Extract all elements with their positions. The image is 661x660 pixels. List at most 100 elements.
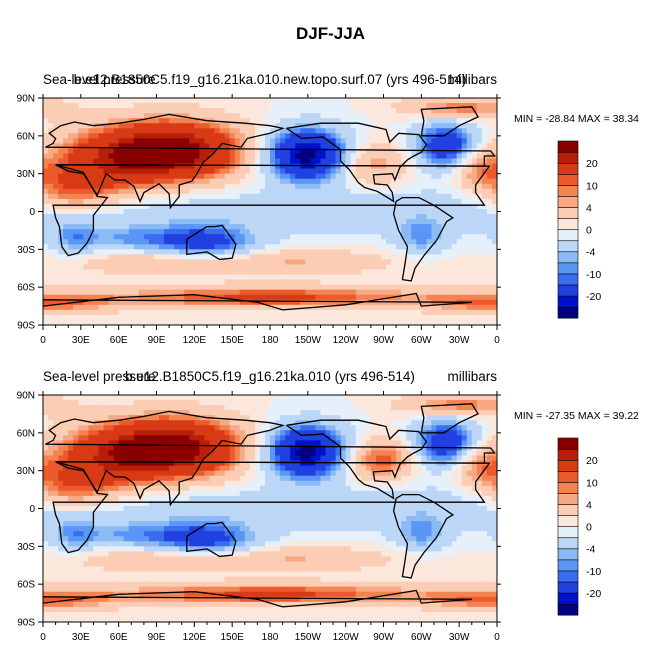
lon-tick-label: 60E <box>110 632 128 643</box>
colorbar-swatch <box>557 262 579 275</box>
lon-tick-label: 120W <box>333 632 360 643</box>
colorbar-swatch <box>557 481 579 494</box>
colorbar-swatch <box>557 162 579 175</box>
colorbar-swatch <box>557 570 579 583</box>
colorbar-swatch <box>557 207 579 219</box>
colorbar-swatch <box>557 251 579 264</box>
colorbar-label: 4 <box>586 202 592 214</box>
lat-tick-label: 0 <box>29 207 35 218</box>
colorbar-label: 4 <box>586 499 592 511</box>
lat-tick-label: 60S <box>17 580 35 591</box>
lon-tick-label: 60W <box>411 335 432 346</box>
lon-tick-label: 150E <box>220 632 244 643</box>
units-label: millibars <box>447 369 497 384</box>
colorbar-swatch <box>557 504 579 516</box>
variable-label: Sea-level pressure <box>43 72 156 87</box>
colorbar-swatch <box>557 515 579 528</box>
colorbar-label: 20 <box>586 158 598 170</box>
lat-tick-label: 60S <box>17 283 35 294</box>
colorbar-label: -10 <box>586 566 601 578</box>
colorbar-swatch <box>557 295 579 308</box>
colorbar: 20 10 4 0 -4 -10 -20 <box>557 140 601 319</box>
colorbar-swatch <box>557 603 579 616</box>
colorbar-swatch <box>557 559 579 572</box>
colorbar-swatch <box>557 273 579 286</box>
lat-tick-label: 60N <box>17 428 35 439</box>
colorbar-label: -4 <box>586 544 595 556</box>
units-label: millibars <box>447 72 497 87</box>
colorbar-swatch <box>557 151 579 164</box>
colorbar-label: -20 <box>586 588 601 600</box>
lon-tick-label: 150E <box>220 335 244 346</box>
colorbar-swatch <box>557 184 579 197</box>
colorbar-swatch <box>557 229 579 242</box>
lon-tick-label: 90W <box>373 632 394 643</box>
lon-tick-label: 30E <box>72 632 90 643</box>
colorbar-swatch <box>557 459 579 472</box>
lon-tick-label: 0 <box>494 335 500 346</box>
map-panel-2: 0 30E 60E 90E 120E 150E 180 150W 120W 90W 60W 30W 0 9… <box>17 369 639 643</box>
lon-tick-label: 0 <box>494 632 500 643</box>
lat-tick-label: 30S <box>17 542 35 553</box>
colorbar-swatch <box>557 592 579 605</box>
colorbar-swatch <box>557 526 579 539</box>
colorbar-swatch <box>557 581 579 594</box>
lon-tick-label: 90E <box>148 335 166 346</box>
lon-tick-label: 120W <box>333 335 360 346</box>
case-label: b.e12.B1850C5.f19_g16.21ka.010.new.topo.… <box>74 72 467 87</box>
case-label: b.e12.B1850C5.f19_g16.21ka.010 (yrs 496-… <box>125 369 415 384</box>
lat-tick-label: 30S <box>17 245 35 256</box>
lon-tick-label: 120E <box>183 632 207 643</box>
lat-tick-label: 90N <box>17 391 35 402</box>
lon-tick-label: 30W <box>449 632 470 643</box>
lat-tick-label: 90N <box>17 94 35 105</box>
colorbar-swatch <box>557 548 579 561</box>
lat-tick-label: 30N <box>17 466 35 477</box>
variable-label: Sea-level pressure <box>43 369 156 384</box>
lat-tick-label: 0 <box>29 504 35 515</box>
colorbar-label: -20 <box>586 291 601 303</box>
lon-tick-label: 180 <box>262 632 279 643</box>
lon-tick-label: 120E <box>183 335 207 346</box>
colorbar-swatch <box>557 470 579 483</box>
colorbar-label: 0 <box>586 522 592 534</box>
colorbar-swatch <box>557 537 579 550</box>
lon-tick-label: 30W <box>449 335 470 346</box>
pressure-field <box>43 98 497 325</box>
lat-tick-label: 30N <box>17 169 35 180</box>
colorbar-swatch <box>557 284 579 297</box>
min-max-label: MIN = -28.84 MAX = 38.34 <box>514 113 639 125</box>
pressure-field <box>43 395 497 622</box>
lon-tick-label: 90E <box>148 632 166 643</box>
lon-tick-label: 60W <box>411 632 432 643</box>
lon-tick-label: 150W <box>295 632 322 643</box>
map-panel-1: 0 30E 60E 90E 120E 150E 180 150W 120W 90W 60W 30W 09… <box>17 72 639 346</box>
lon-tick-label: 30E <box>72 335 90 346</box>
colorbar-swatch <box>557 240 579 253</box>
colorbar-label: 10 <box>586 477 598 489</box>
colorbar-label: -4 <box>586 247 595 259</box>
lon-tick-label: 150W <box>295 335 322 346</box>
colorbar-swatch <box>557 448 579 461</box>
colorbar-swatch <box>557 196 579 208</box>
lon-tick-label: 180 <box>262 335 279 346</box>
lat-tick-label: 90S <box>17 618 35 629</box>
colorbar-label: -10 <box>586 269 601 281</box>
coastlines <box>43 403 496 608</box>
colorbar-label: 0 <box>586 225 592 237</box>
colorbar-swatch <box>557 173 579 186</box>
figure-title: DJF-JJA <box>296 24 365 43</box>
colorbar-label: 20 <box>586 455 598 467</box>
min-max-label: MIN = -27.35 MAX = 39.22 <box>514 410 639 422</box>
lat-tick-label: 90S <box>17 321 35 332</box>
colorbar-swatch <box>557 218 579 231</box>
lon-tick-label: 0 <box>40 335 46 346</box>
colorbar-swatch <box>557 437 579 450</box>
lon-tick-label: 60E <box>110 335 128 346</box>
colorbar-swatch <box>557 140 579 153</box>
lon-tick-label: 90W <box>373 335 394 346</box>
colorbar: 20 10 4 0 -4 -10 -20 <box>557 437 601 616</box>
colorbar-swatch <box>557 306 579 319</box>
coastlines <box>43 106 496 311</box>
